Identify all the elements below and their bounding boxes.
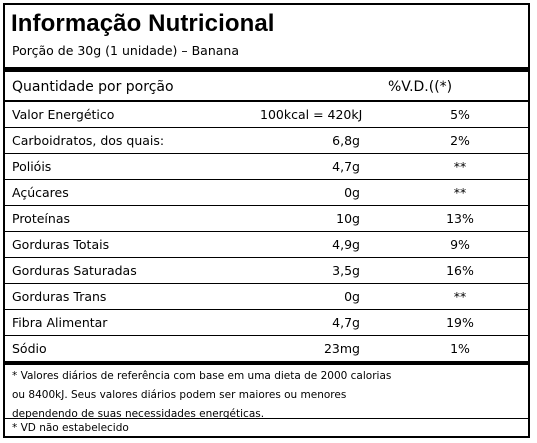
nutrient-name: Gorduras Trans bbox=[12, 289, 107, 304]
nutrient-daily-value: ** bbox=[453, 159, 467, 174]
table-header: Quantidade por porção %V.D.((*) bbox=[5, 75, 528, 100]
table-row: Proteínas 10g 13% bbox=[5, 206, 528, 232]
nutrient-name: Gorduras Saturadas bbox=[12, 263, 137, 278]
nutrient-name: Carboidratos, dos quais: bbox=[12, 133, 165, 148]
nutrient-daily-value: 19% bbox=[446, 315, 474, 330]
nutrient-quantity: 0g bbox=[344, 289, 360, 304]
footnote-not-established: * VD não estabelecido bbox=[12, 422, 129, 434]
nutrient-quantity: 4,7g bbox=[332, 159, 360, 174]
nutrient-name: Polióis bbox=[12, 159, 52, 174]
nutrient-daily-value: 2% bbox=[450, 133, 470, 148]
bottom-thick-divider bbox=[5, 361, 528, 365]
table-row: Polióis 4,7g ** bbox=[5, 154, 528, 180]
nutrient-quantity: 4,9g bbox=[332, 237, 360, 252]
nutrient-quantity: 0g bbox=[344, 185, 360, 200]
nutrient-name: Valor Energético bbox=[12, 107, 115, 122]
footnote-reference: * Valores diários de referência com base… bbox=[12, 370, 392, 420]
label-title: Informação Nutricional bbox=[11, 10, 275, 37]
header-divider bbox=[5, 100, 528, 102]
nutrient-name: Açúcares bbox=[12, 185, 69, 200]
nutrient-daily-value: ** bbox=[453, 185, 467, 200]
top-thick-divider bbox=[5, 67, 528, 72]
nutrient-name: Fibra Alimentar bbox=[12, 315, 108, 330]
table-row: Gorduras Trans 0g ** bbox=[5, 284, 528, 310]
table-row: Carboidratos, dos quais: 6,8g 2% bbox=[5, 128, 528, 154]
nutrition-facts-label: Informação Nutricional Porção de 30g (1 … bbox=[3, 3, 530, 438]
table-row: Gorduras Saturadas 3,5g 16% bbox=[5, 258, 528, 284]
nutrient-daily-value: 16% bbox=[446, 263, 474, 278]
nutrient-daily-value: ** bbox=[453, 289, 467, 304]
nutrient-daily-value: 1% bbox=[450, 341, 470, 356]
nutrient-daily-value: 9% bbox=[450, 237, 470, 252]
nutrient-rows: Valor Energético 100kcal = 420kJ 5% Carboid… bbox=[5, 102, 528, 362]
table-row: Fibra Alimentar 4,7g 19% bbox=[5, 310, 528, 336]
quantity-header: Quantidade por porção bbox=[12, 79, 174, 95]
nutrient-quantity: 23mg bbox=[323, 341, 360, 356]
daily-value-header: %V.D.((*) bbox=[388, 79, 453, 95]
nutrient-quantity: 100kcal = 420kJ bbox=[260, 107, 363, 122]
nutrient-name: Proteínas bbox=[12, 211, 70, 226]
table-row: Valor Energético 100kcal = 420kJ 5% bbox=[5, 102, 528, 128]
table-row: Sódio 23mg 1% bbox=[5, 336, 528, 362]
table-row: Açúcares 0g ** bbox=[5, 180, 528, 206]
nutrient-quantity: 4,7g bbox=[332, 315, 360, 330]
nutrient-quantity: 6,8g bbox=[332, 133, 360, 148]
nutrient-name: Sódio bbox=[12, 341, 47, 356]
nutrient-quantity: 3,5g bbox=[332, 263, 360, 278]
table-row: Gorduras Totais 4,9g 9% bbox=[5, 232, 528, 258]
serving-size: Porção de 30g (1 unidade) – Banana bbox=[12, 43, 239, 58]
nutrient-daily-value: 5% bbox=[450, 107, 470, 122]
nutrient-name: Gorduras Totais bbox=[12, 237, 110, 252]
nutrient-quantity: 10g bbox=[336, 211, 360, 226]
footnote-divider bbox=[5, 418, 528, 419]
nutrient-daily-value: 13% bbox=[446, 211, 474, 226]
